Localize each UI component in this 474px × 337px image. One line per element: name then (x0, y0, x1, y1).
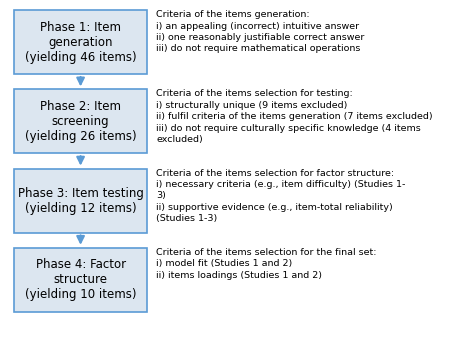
Text: Criteria of the items generation:
i) an appealing (incorrect) intuitive answer
i: Criteria of the items generation: i) an … (156, 10, 365, 54)
Text: Criteria of the items selection for the final set:
i) model fit (Studies 1 and 2: Criteria of the items selection for the … (156, 248, 377, 280)
Text: Phase 1: Item
generation
(yielding 46 items): Phase 1: Item generation (yielding 46 it… (25, 21, 137, 64)
FancyBboxPatch shape (14, 10, 147, 74)
FancyBboxPatch shape (14, 89, 147, 153)
Text: Criteria of the items selection for factor structure:
i) necessary criteria (e.g: Criteria of the items selection for fact… (156, 168, 406, 223)
Text: Criteria of the items selection for testing:
i) structurally unique (9 items exc: Criteria of the items selection for test… (156, 89, 433, 144)
FancyBboxPatch shape (14, 248, 147, 312)
FancyBboxPatch shape (14, 168, 147, 233)
Text: Phase 4: Factor
structure
(yielding 10 items): Phase 4: Factor structure (yielding 10 i… (25, 258, 137, 301)
Text: Phase 3: Item testing
(yielding 12 items): Phase 3: Item testing (yielding 12 items… (18, 186, 144, 215)
Text: Phase 2: Item
screening
(yielding 26 items): Phase 2: Item screening (yielding 26 ite… (25, 100, 137, 143)
